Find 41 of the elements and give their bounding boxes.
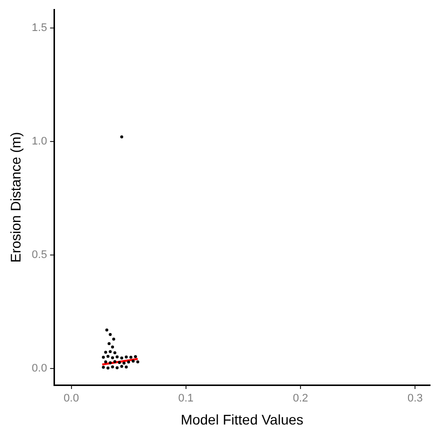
point bbox=[129, 356, 132, 359]
point bbox=[132, 360, 135, 363]
y-tick-label: 0.0 bbox=[32, 362, 48, 375]
point bbox=[134, 355, 137, 358]
x-tick-label: 0.1 bbox=[178, 392, 194, 405]
point bbox=[120, 364, 124, 368]
point bbox=[102, 366, 105, 369]
point bbox=[124, 356, 128, 359]
point bbox=[120, 135, 124, 138]
x-tick-label: 0.3 bbox=[407, 392, 423, 405]
point bbox=[102, 356, 105, 359]
point bbox=[104, 350, 108, 354]
y-tick-label: 1.0 bbox=[32, 135, 48, 148]
point bbox=[104, 360, 108, 364]
point bbox=[108, 361, 112, 364]
point bbox=[118, 361, 121, 364]
point bbox=[120, 356, 124, 360]
y-tick-label: 0.5 bbox=[32, 249, 48, 262]
x-tick-label: 0.2 bbox=[292, 392, 308, 405]
x-axis-title: Model Fitted Values bbox=[180, 411, 304, 428]
point bbox=[105, 328, 108, 332]
point bbox=[112, 338, 116, 341]
point bbox=[113, 360, 116, 364]
point bbox=[116, 366, 119, 370]
point bbox=[106, 366, 110, 370]
point bbox=[122, 362, 126, 365]
point bbox=[106, 354, 110, 358]
point bbox=[108, 342, 111, 346]
y-axis-title: Erosion Distance (m) bbox=[7, 132, 24, 263]
point bbox=[108, 333, 112, 336]
point bbox=[111, 365, 114, 368]
point bbox=[108, 350, 112, 354]
point bbox=[111, 346, 114, 349]
x-tick-label: 0.0 bbox=[64, 392, 79, 405]
point bbox=[116, 355, 119, 358]
point bbox=[136, 360, 140, 364]
point bbox=[111, 356, 114, 360]
point bbox=[124, 366, 128, 369]
point bbox=[113, 351, 116, 354]
point bbox=[127, 360, 130, 364]
y-tick-label: 1.5 bbox=[32, 22, 48, 34]
